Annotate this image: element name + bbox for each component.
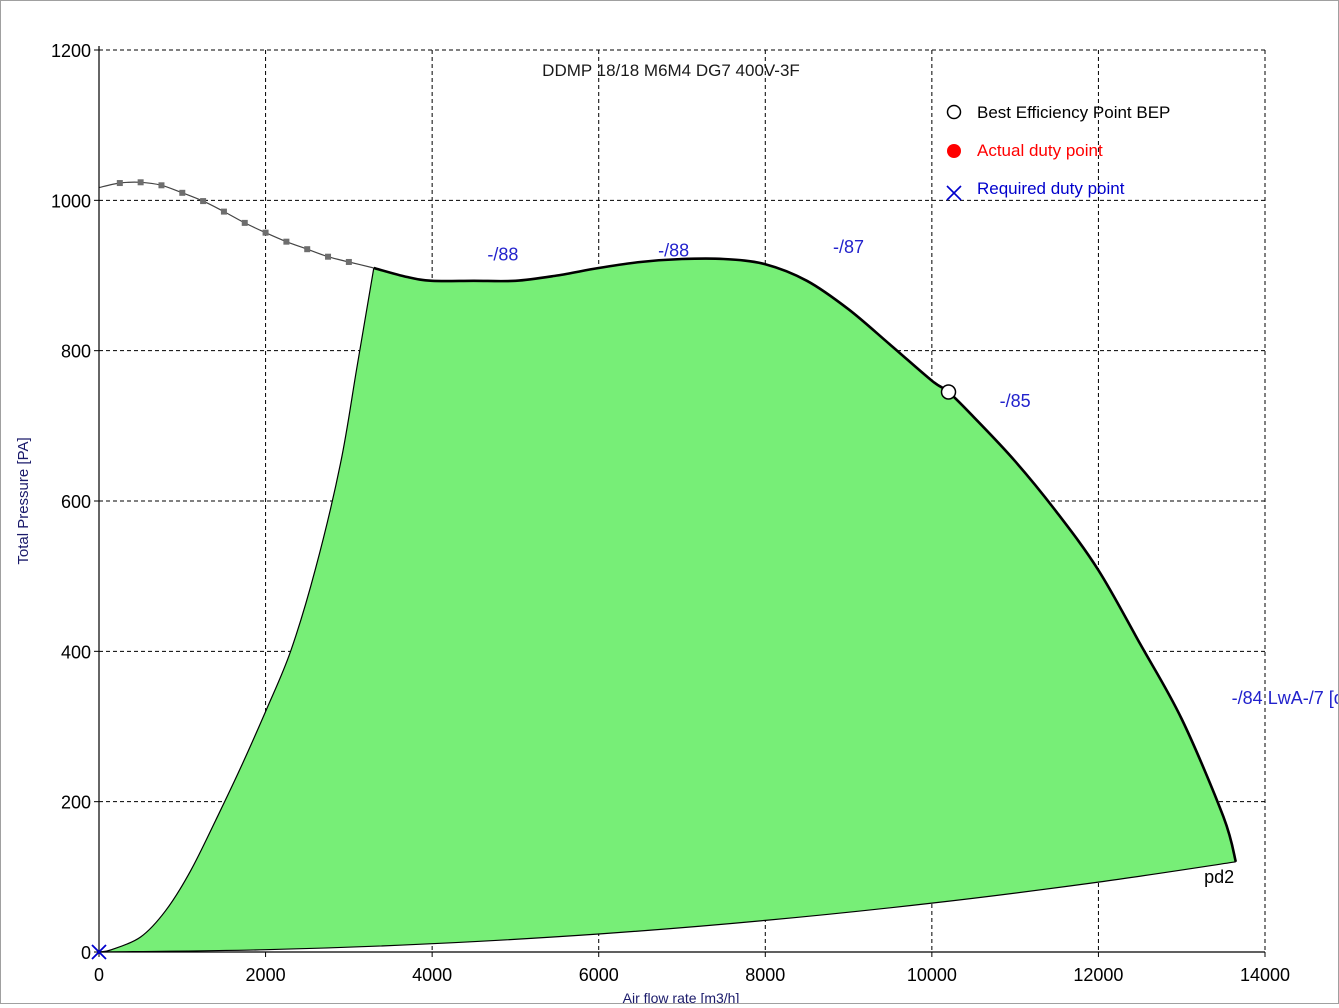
unstable-curve-marker bbox=[137, 179, 144, 186]
legend-required-marker bbox=[946, 185, 962, 201]
duty-points bbox=[91, 384, 957, 960]
curves bbox=[98, 179, 1238, 953]
unstable-curve-marker bbox=[200, 198, 207, 205]
unstable-curve-marker bbox=[116, 180, 123, 187]
legend-bep-marker bbox=[946, 104, 962, 120]
x-tick-label: 10000 bbox=[907, 965, 957, 985]
y-tick-label: 600 bbox=[61, 492, 91, 512]
legend: Best Efficiency Point BEP Actual duty po… bbox=[946, 103, 1170, 201]
curve-annotation: -/88 bbox=[487, 244, 518, 264]
unstable-curve-marker bbox=[345, 258, 352, 265]
axes: 0 2000 4000 6000 8000 10000 12000 14000 0 200 400 6… bbox=[51, 41, 1290, 985]
unstable-curve-marker bbox=[179, 189, 186, 196]
legend-item-required: Required duty point bbox=[946, 179, 1125, 201]
legend-item-bep: Best Efficiency Point BEP bbox=[946, 103, 1170, 122]
y-tick-label: 1000 bbox=[51, 191, 91, 211]
unstable-curve-marker bbox=[262, 229, 269, 236]
curve-annotation: -/88 bbox=[658, 241, 689, 261]
operating-area bbox=[99, 258, 1236, 952]
y-tick-label: 400 bbox=[61, 642, 91, 662]
legend-actual-marker bbox=[947, 144, 961, 158]
system-curve bbox=[98, 861, 1236, 953]
unstable-curve-marker bbox=[241, 219, 248, 226]
legend-bep-label: Best Efficiency Point BEP bbox=[977, 103, 1170, 122]
x-tick-label: 0 bbox=[94, 965, 104, 985]
x-tick-label: 4000 bbox=[412, 965, 452, 985]
legend-item-actual: Actual duty point bbox=[947, 141, 1103, 160]
unstable-curve-marker bbox=[283, 238, 290, 245]
bep-point bbox=[940, 384, 957, 400]
annotations: -/88 -/88 -/87 -/85 -/84 LwA-/7 [dB pd2 bbox=[487, 237, 1339, 887]
y-tick-label: 800 bbox=[61, 342, 91, 362]
unstable-curve-marker bbox=[158, 182, 165, 189]
unstable-fan-curve bbox=[98, 181, 374, 269]
x-axis-label: Air flow rate [m3/h] bbox=[623, 990, 740, 1003]
x-tick-label: 14000 bbox=[1240, 965, 1290, 985]
chart-title: DDMP 18/18 M6M4 DG7 400V-3F bbox=[542, 61, 800, 80]
curve-annotation: pd2 bbox=[1204, 867, 1234, 887]
legend-actual-label: Actual duty point bbox=[977, 141, 1103, 160]
x-tick-label: 6000 bbox=[579, 965, 619, 985]
unstable-curve-marker bbox=[304, 246, 311, 253]
fan-curve bbox=[373, 257, 1238, 863]
x-tick-label: 2000 bbox=[246, 965, 286, 985]
x-tick-label: 12000 bbox=[1073, 965, 1123, 985]
curve-annotation: -/85 bbox=[1000, 391, 1031, 411]
unstable-curve-marker bbox=[325, 253, 332, 260]
curve-annotation: -/84 LwA-/7 [dB bbox=[1232, 688, 1338, 708]
x-tick-label: 8000 bbox=[745, 965, 785, 985]
unstable-curve-marker bbox=[220, 208, 227, 215]
y-tick-label: 0 bbox=[81, 943, 91, 963]
y-tick-label: 200 bbox=[61, 793, 91, 813]
left-boundary-curve bbox=[98, 267, 375, 953]
y-axis-label: Total Pressure [PA] bbox=[15, 437, 32, 564]
operating-area-fill bbox=[99, 258, 1236, 952]
y-tick-label: 1200 bbox=[51, 41, 91, 61]
curve-annotation: -/87 bbox=[833, 237, 864, 257]
required-duty-point bbox=[91, 944, 107, 960]
legend-required-label: Required duty point bbox=[977, 179, 1125, 198]
